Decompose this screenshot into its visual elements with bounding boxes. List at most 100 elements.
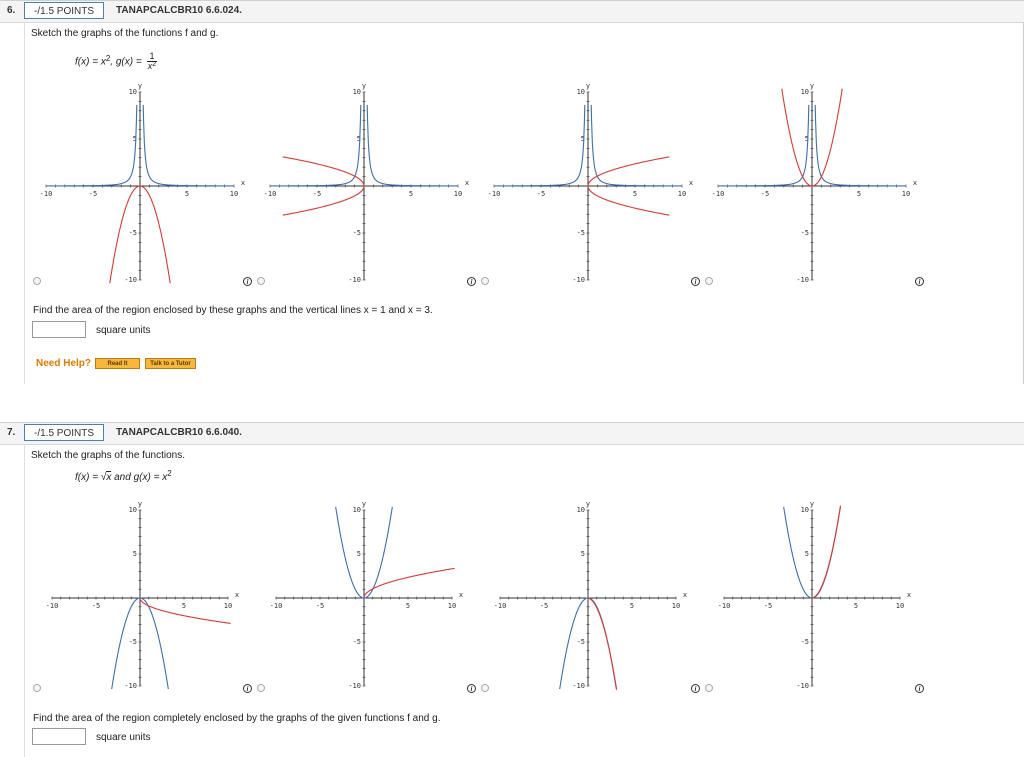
info-icon[interactable]: i bbox=[243, 684, 252, 693]
points-badge: -/1.5 POINTS bbox=[24, 2, 105, 19]
q6-option-4-radio[interactable] bbox=[705, 277, 713, 285]
reciprocal-curve-right bbox=[814, 104, 906, 187]
question-6-body: Sketch the graphs of the functions f and… bbox=[24, 22, 1024, 384]
y-tick-label: 5 bbox=[805, 550, 809, 558]
x-tick-label: 10 bbox=[230, 190, 238, 198]
parabola-up-curve bbox=[781, 88, 843, 187]
x-tick-label: 5 bbox=[630, 602, 634, 610]
x-tick-label: -10 bbox=[40, 190, 53, 198]
y-tick-label: 10 bbox=[353, 506, 361, 514]
y-axis-label: y bbox=[138, 500, 142, 508]
q7-option-3-radio[interactable] bbox=[481, 684, 489, 692]
y-tick-label: 5 bbox=[133, 550, 137, 558]
y-tick-label: 5 bbox=[357, 550, 361, 558]
sideways-parabola-left-curve bbox=[282, 156, 365, 216]
y-tick-label: -5 bbox=[129, 229, 137, 237]
q7-option-2-radio[interactable] bbox=[257, 684, 265, 692]
y-tick-label: -10 bbox=[348, 276, 361, 284]
y-tick-label: 10 bbox=[129, 88, 137, 96]
need-help-label: Need Help? bbox=[36, 358, 92, 369]
info-icon[interactable]: i bbox=[915, 684, 924, 693]
y-tick-label: 10 bbox=[353, 88, 361, 96]
y-tick-label: -5 bbox=[129, 638, 137, 646]
x-tick-label: 5 bbox=[182, 602, 186, 610]
question-7-header: 7. -/1.5 POINTS TANAPCALCBR10 6.6.040. bbox=[0, 422, 1024, 445]
sqrt-curve bbox=[363, 567, 455, 599]
reciprocal-curve-left bbox=[46, 104, 138, 187]
y-axis-label: y bbox=[362, 82, 366, 90]
x-tick-label: -10 bbox=[494, 602, 507, 610]
y-tick-label: -5 bbox=[577, 638, 585, 646]
x-tick-label: 5 bbox=[857, 190, 861, 198]
reciprocal-curve-right bbox=[590, 104, 682, 187]
y-tick-label: -5 bbox=[353, 638, 361, 646]
x-tick-label: -10 bbox=[270, 602, 283, 610]
info-icon[interactable]: i bbox=[915, 277, 924, 286]
x-tick-label: 10 bbox=[224, 602, 232, 610]
info-icon[interactable]: i bbox=[243, 277, 252, 286]
y-tick-label: -5 bbox=[577, 229, 585, 237]
x-tick-label: 10 bbox=[672, 602, 680, 610]
area-question: Find the area of the region completely e… bbox=[33, 713, 441, 724]
x-tick-label: -5 bbox=[540, 602, 548, 610]
x-tick-label: -5 bbox=[316, 602, 324, 610]
x-axis-label: x bbox=[689, 179, 693, 187]
reciprocal-curve-left bbox=[494, 104, 586, 187]
q7-option-1-radio[interactable] bbox=[33, 684, 41, 692]
info-icon[interactable]: i bbox=[691, 684, 700, 693]
answer-input[interactable] bbox=[32, 321, 86, 338]
y-tick-label: -10 bbox=[124, 682, 137, 690]
answer-input[interactable] bbox=[32, 728, 86, 745]
y-tick-label: 5 bbox=[805, 135, 809, 143]
problem-code: TANAPCALCBR10 6.6.040. bbox=[116, 427, 242, 438]
y-tick-label: -5 bbox=[801, 229, 809, 237]
y-tick-label: 5 bbox=[581, 135, 585, 143]
read-it-button[interactable]: Read It bbox=[95, 358, 140, 369]
x-axis-label: x bbox=[907, 591, 911, 599]
y-axis-label: y bbox=[362, 500, 366, 508]
y-tick-label: -10 bbox=[572, 276, 585, 284]
function-formula: f(x) = x2, g(x) = 1 x2 bbox=[75, 51, 157, 71]
x-axis-label: x bbox=[465, 179, 469, 187]
x-tick-label: 10 bbox=[454, 190, 462, 198]
x-tick-label: 10 bbox=[896, 602, 904, 610]
y-axis-label: y bbox=[810, 82, 814, 90]
info-icon[interactable]: i bbox=[467, 684, 476, 693]
function-formula: f(x) = √x and g(x) = x2 bbox=[75, 469, 172, 483]
info-icon[interactable]: i bbox=[467, 277, 476, 286]
y-tick-label: 5 bbox=[357, 135, 361, 143]
q6-option-1-radio[interactable] bbox=[33, 277, 41, 285]
y-tick-label: 10 bbox=[577, 88, 585, 96]
question-7-body: Sketch the graphs of the functions. f(x)… bbox=[24, 444, 1024, 757]
x-tick-label: 10 bbox=[448, 602, 456, 610]
instruction: Sketch the graphs of the functions f and… bbox=[31, 28, 219, 39]
q6-option-3-radio[interactable] bbox=[481, 277, 489, 285]
x-tick-label: -5 bbox=[313, 190, 321, 198]
sqrt-curve bbox=[139, 597, 231, 624]
x-tick-label: -10 bbox=[46, 602, 59, 610]
q7-option-4-radio[interactable] bbox=[705, 684, 713, 692]
x-tick-label: -10 bbox=[712, 190, 725, 198]
y-axis-label: y bbox=[586, 82, 590, 90]
y-tick-label: 10 bbox=[801, 88, 809, 96]
talk-to-tutor-button[interactable]: Talk to a Tutor bbox=[145, 358, 196, 369]
second-curve bbox=[811, 505, 842, 599]
x-tick-label: 10 bbox=[678, 190, 686, 198]
y-tick-label: 5 bbox=[581, 550, 585, 558]
x-tick-label: -10 bbox=[488, 190, 501, 198]
x-tick-label: 5 bbox=[406, 602, 410, 610]
info-icon[interactable]: i bbox=[691, 277, 700, 286]
y-tick-label: 10 bbox=[801, 506, 809, 514]
y-tick-label: -10 bbox=[796, 682, 809, 690]
x-axis-label: x bbox=[913, 179, 917, 187]
q6-option-2-radio[interactable] bbox=[257, 277, 265, 285]
second-curve bbox=[587, 597, 618, 690]
x-tick-label: -5 bbox=[537, 190, 545, 198]
